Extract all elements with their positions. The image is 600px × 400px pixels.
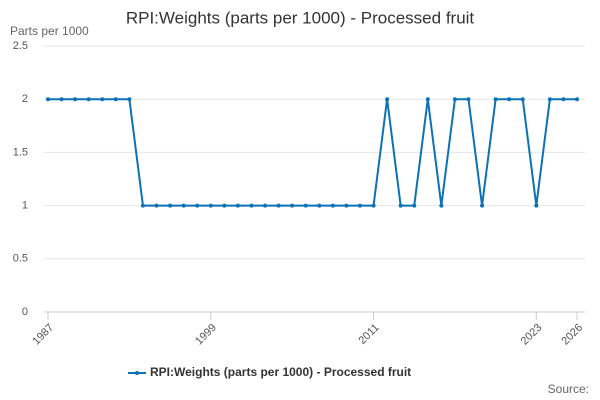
marker	[507, 97, 512, 102]
marker	[181, 203, 186, 208]
marker	[113, 97, 118, 102]
y-tick-label: 2	[22, 93, 28, 105]
marker	[208, 203, 213, 208]
marker	[222, 203, 227, 208]
marker	[439, 203, 444, 208]
chart-title: RPI:Weights (parts per 1000) - Processed…	[126, 8, 475, 27]
x-tick-label: 2011	[357, 322, 382, 347]
marker	[547, 97, 552, 102]
y-tick-label: 0.5	[13, 253, 28, 265]
x-tick-label: 1999	[193, 322, 219, 348]
marker	[263, 203, 268, 208]
y-tick-label: 2.5	[13, 40, 28, 52]
marker	[344, 203, 349, 208]
marker	[480, 203, 485, 208]
marker	[575, 97, 579, 102]
legend-label: RPI:Weights (parts per 1000) - Processed…	[150, 365, 411, 379]
x-tick-label: 2023	[519, 322, 545, 348]
marker	[330, 203, 335, 208]
marker	[425, 97, 430, 102]
x-tick-label: 2026	[559, 322, 585, 348]
line	[48, 98, 577, 207]
marker	[249, 203, 254, 208]
y-tick-label: 1.5	[13, 146, 28, 158]
marker	[534, 203, 539, 208]
x-tick-label: 1987	[30, 322, 56, 348]
marker	[276, 203, 281, 208]
source: Source:	[548, 382, 589, 396]
marker	[154, 203, 159, 208]
marker	[385, 97, 390, 102]
marker	[371, 203, 376, 208]
marker	[195, 203, 200, 208]
marker	[168, 203, 173, 208]
marker	[357, 203, 362, 208]
y-tick-label: 0	[22, 306, 28, 318]
marker	[100, 97, 105, 102]
marker	[290, 203, 295, 208]
marker	[561, 97, 566, 102]
marker	[86, 97, 91, 102]
marker	[317, 203, 322, 208]
marker	[46, 97, 50, 102]
marker	[303, 203, 308, 208]
marker	[466, 97, 471, 102]
marker	[235, 203, 240, 208]
marker	[493, 97, 498, 102]
marker	[520, 97, 525, 102]
marker	[398, 203, 403, 208]
y-tick-label: 1	[22, 200, 28, 212]
marker	[452, 97, 457, 102]
marker	[412, 203, 417, 208]
y-axis-label: Parts per 1000	[10, 24, 89, 38]
legend-marker	[135, 371, 139, 375]
marker	[140, 203, 145, 208]
marker	[73, 97, 78, 102]
marker	[127, 97, 132, 102]
marker	[59, 97, 64, 102]
